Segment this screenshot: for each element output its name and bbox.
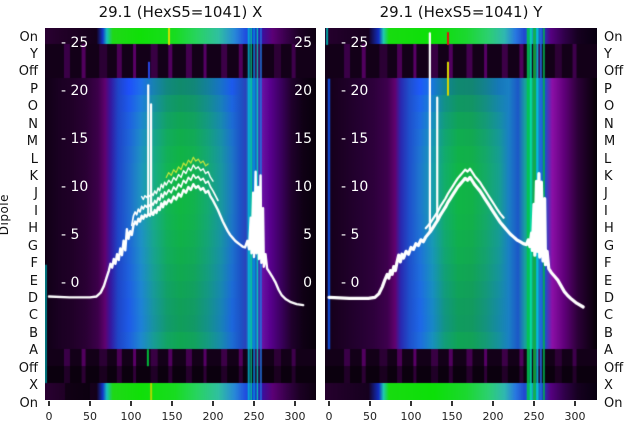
ytick-inner-left-Y-5: - 5 [341,227,360,243]
xtick-label-Y-300: 300 [564,410,586,423]
ytick-inner-left-Y-0: - 0 [341,275,360,291]
row-label-right-x-20: X [604,378,613,394]
xtick-mark-Y-200 [492,401,494,406]
xtick-mark-Y-250 [533,401,535,406]
row-label-right-off-19: Off [604,360,624,376]
xtick-label-Y-100: 100 [400,410,422,423]
row-label-left-c-16: C [28,308,38,324]
xtick-mark-X-300 [294,401,296,406]
row-label-left-b-17: B [29,325,38,341]
row-label-left-y-1: Y [30,46,38,62]
row-label-left-o-4: O [27,99,38,115]
row-label-right-o-4: O [604,99,615,115]
ytick-inner-left-Y-20: - 20 [341,83,369,99]
row-label-right-b-17: B [604,325,613,341]
row-label-left-h-11: H [28,221,38,237]
xtick-label-X-150: 150 [161,410,183,423]
xtick-label-X-200: 200 [202,410,224,423]
xtick-label-X-0: 0 [45,410,53,423]
right-heatmap-canvas [325,28,597,400]
row-label-right-p-3: P [604,81,612,97]
row-label-left-k-8: K [29,168,38,184]
ytick-inner-left-X-0: - 0 [61,275,80,291]
row-label-right-d-15: D [604,290,615,306]
row-label-right-g-12: G [604,238,615,254]
xtick-mark-Y-0 [328,401,330,406]
row-label-right-l-7: L [604,151,612,167]
ytick-inner-left-Y-15: - 15 [341,131,369,147]
xtick-label-Y-50: 50 [363,410,377,423]
ytick-inner-left-X-20: - 20 [61,83,89,99]
row-label-left-off-19: Off [18,360,38,376]
ytick-inner-right-X-10: 10 [294,179,312,195]
row-label-right-a-18: A [604,343,613,359]
ytick-inner-left-X-5: - 5 [61,227,80,243]
xtick-label-X-50: 50 [83,410,97,423]
row-label-right-on-21: On [604,395,623,411]
row-label-right-n-5: N [604,116,614,132]
row-label-right-off-2: Off [604,64,624,80]
row-label-left-j-9: J [34,186,38,202]
xtick-mark-X-200 [212,401,214,406]
row-label-left-off-2: Off [18,64,38,80]
ytick-inner-right-X-20: 20 [294,83,312,99]
row-label-left-d-15: D [27,290,38,306]
row-label-right-i-10: I [604,203,608,219]
xtick-label-X-250: 250 [243,410,265,423]
xtick-mark-Y-50 [369,401,371,406]
xtick-mark-Y-150 [451,401,453,406]
ytick-inner-left-Y-10: - 10 [341,179,369,195]
xtick-mark-X-50 [89,401,91,406]
row-label-left-e-14: E [29,273,38,289]
xtick-label-Y-150: 150 [441,410,463,423]
row-label-right-j-9: J [604,186,608,202]
xtick-mark-Y-100 [410,401,412,406]
xtick-label-Y-0: 0 [325,410,333,423]
row-label-left-on-0: On [19,29,38,45]
row-label-right-m-6: M [604,134,616,150]
xtick-mark-X-100 [130,401,132,406]
ytick-inner-left-X-15: - 15 [61,131,89,147]
xtick-label-Y-200: 200 [482,410,504,423]
xtick-label-X-100: 100 [120,410,142,423]
ytick-inner-right-X-0: 0 [303,275,312,291]
ytick-inner-right-X-5: 5 [303,227,312,243]
row-label-left-i-10: I [34,203,38,219]
row-label-left-a-18: A [29,343,38,359]
left-heatmap-canvas [45,28,316,400]
row-label-left-on-21: On [19,395,38,411]
xtick-mark-X-150 [171,401,173,406]
xtick-mark-X-250 [253,401,255,406]
row-label-right-h-11: H [604,221,614,237]
left-panel-title: 29.1 (HexS5=1041) X [98,3,263,21]
row-label-left-l-7: L [30,151,38,167]
row-label-left-x-20: X [29,378,38,394]
row-label-left-m-6: M [26,134,38,150]
row-label-right-y-1: Y [604,46,612,62]
ytick-inner-right-X-25: 25 [294,35,312,51]
row-label-right-e-14: E [604,273,613,289]
row-label-right-k-8: K [604,168,613,184]
xtick-mark-Y-300 [574,401,576,406]
xtick-mark-X-0 [48,401,50,406]
xtick-label-X-300: 300 [284,410,306,423]
row-label-right-f-13: F [604,256,612,272]
row-label-left-n-5: N [28,116,38,132]
ytick-inner-left-Y-25: - 25 [341,35,369,51]
ytick-inner-left-X-25: - 25 [61,35,89,51]
xtick-label-Y-250: 250 [523,410,545,423]
ytick-inner-left-X-10: - 10 [61,179,89,195]
right-panel-title: 29.1 (HexS5=1041) Y [379,3,543,21]
row-label-left-p-3: P [30,81,38,97]
ytick-inner-right-X-15: 15 [294,131,312,147]
row-label-left-f-13: F [30,256,38,272]
row-label-right-c-16: C [604,308,614,324]
row-label-left-g-12: G [27,238,38,254]
row-label-right-on-0: On [604,29,623,45]
